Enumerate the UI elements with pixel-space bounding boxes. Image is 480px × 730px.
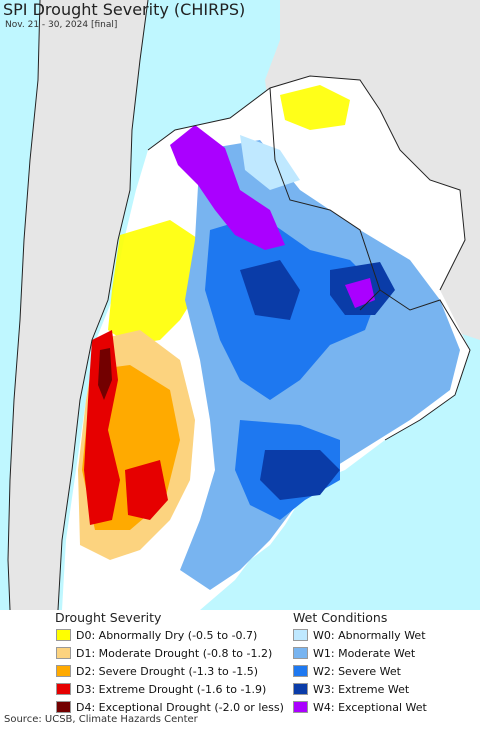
legend-label-d0: D0: Abnormally Dry (-0.5 to -0.7) (76, 628, 258, 642)
legend-item-w2: W2: Severe Wet (293, 664, 401, 678)
legend-label-w1: W1: Moderate Wet (313, 646, 416, 660)
w0-region (240, 135, 300, 190)
map-area: SPI Drought Severity (CHIRPS) Nov. 21 - … (0, 0, 480, 610)
swatch-w0 (293, 629, 308, 641)
w3-region-south (260, 450, 340, 500)
swatch-d3 (56, 683, 71, 695)
swatch-w1 (293, 647, 308, 659)
legend-item-d3: D3: Extreme Drought (-1.6 to -1.9) (56, 682, 266, 696)
w3-region (240, 260, 300, 320)
legend-label-d2: D2: Severe Drought (-1.3 to -1.5) (76, 664, 259, 678)
swatch-w3 (293, 683, 308, 695)
ocean-west (0, 0, 40, 610)
swatch-d1 (56, 647, 71, 659)
swatch-d4 (56, 701, 71, 713)
legend: Drought Severity Wet Conditions D0: Abno… (0, 610, 480, 714)
w4-region-east (345, 278, 375, 308)
source-credit: Source: UCSB, Climate Hazards Center (4, 714, 198, 725)
legend-label-w2: W2: Severe Wet (313, 664, 401, 678)
d0-region-north (280, 85, 350, 130)
legend-item-d1: D1: Moderate Drought (-0.8 to -1.2) (56, 646, 272, 660)
d4-region (98, 348, 112, 400)
d0-region (108, 220, 205, 345)
swatch-d0 (56, 629, 71, 641)
drought-legend-heading: Drought Severity (55, 610, 162, 625)
w4-region (170, 125, 285, 250)
drought-map (0, 0, 480, 610)
legend-item-d2: D2: Severe Drought (-1.3 to -1.5) (56, 664, 258, 678)
legend-label-w0: W0: Abnormally Wet (313, 628, 426, 642)
legend-label-d4: D4: Exceptional Drought (-2.0 or less) (76, 700, 284, 714)
legend-item-d4: D4: Exceptional Drought (-2.0 or less) (56, 700, 284, 714)
wet-legend-heading: Wet Conditions (293, 610, 388, 625)
legend-item-w4: W4: Exceptional Wet (293, 700, 427, 714)
legend-label-d1: D1: Moderate Drought (-0.8 to -1.2) (76, 646, 273, 660)
country-borders (147, 75, 471, 441)
swatch-d2 (56, 665, 71, 677)
legend-item-w0: W0: Abnormally Wet (293, 628, 426, 642)
swatch-w2 (293, 665, 308, 677)
map-subtitle: Nov. 21 - 30, 2024 [final] (5, 20, 118, 30)
legend-label-w3: W3: Extreme Wet (313, 682, 410, 696)
legend-item-w3: W3: Extreme Wet (293, 682, 409, 696)
coastline-west (57, 0, 149, 610)
map-title: SPI Drought Severity (CHIRPS) (3, 0, 246, 19)
coastline-chile (7, 0, 41, 610)
swatch-w4 (293, 701, 308, 713)
legend-item-d0: D0: Abnormally Dry (-0.5 to -0.7) (56, 628, 257, 642)
land-outside-west (0, 0, 148, 610)
legend-label-w4: W4: Exceptional Wet (313, 700, 427, 714)
d3-region-south (125, 460, 168, 520)
legend-label-d3: D3: Extreme Drought (-1.6 to -1.9) (76, 682, 267, 696)
legend-item-w1: W1: Moderate Wet (293, 646, 415, 660)
